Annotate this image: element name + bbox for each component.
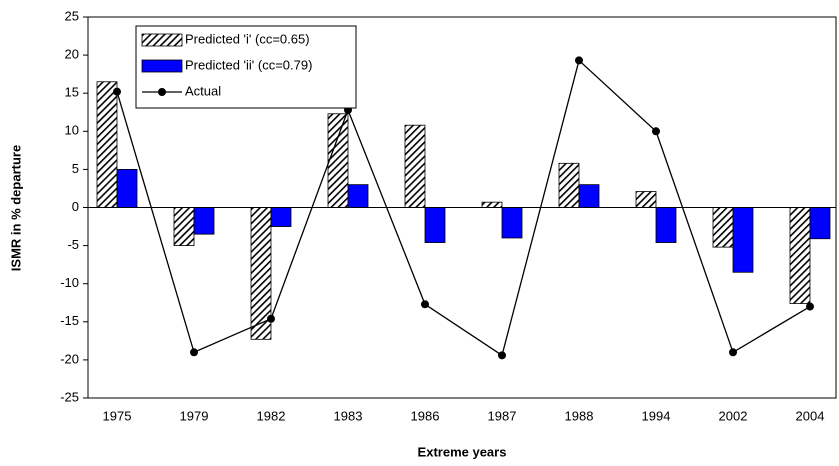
legend-label: Predicted 'ii' (cc=0.79) <box>185 57 312 72</box>
marker <box>729 348 737 357</box>
bar <box>96 81 118 208</box>
bar <box>501 207 523 239</box>
bar <box>173 207 195 246</box>
legend-label: Predicted 'i' (cc=0.65) <box>185 31 310 46</box>
marker <box>498 351 506 360</box>
legend-swatch <box>141 59 183 73</box>
x-tick-label: 1986 <box>411 408 440 423</box>
y-tick-label: -20 <box>60 351 79 366</box>
bar <box>809 207 831 240</box>
bar <box>732 207 754 273</box>
x-tick-label: 1987 <box>488 408 517 423</box>
bar <box>327 113 349 208</box>
y-tick-label: 25 <box>65 8 79 23</box>
marker <box>267 314 275 323</box>
x-tick-label: 1983 <box>334 408 363 423</box>
marker <box>575 56 583 65</box>
y-tick-label: -10 <box>60 275 79 290</box>
y-axis-label: ISMR in % departure <box>8 145 23 271</box>
marker <box>113 87 121 96</box>
y-tick-label: 15 <box>65 85 79 100</box>
x-tick-label: 1982 <box>257 408 286 423</box>
bar <box>655 207 677 243</box>
x-tick-label: 1988 <box>565 408 594 423</box>
y-tick-label: -5 <box>67 237 79 252</box>
y-tick-label: 5 <box>72 161 79 176</box>
y-tick-label: -25 <box>60 389 79 404</box>
line-series <box>116 59 811 357</box>
marker <box>421 300 429 309</box>
x-tick-label: 1975 <box>103 408 132 423</box>
legend-marker <box>158 88 166 96</box>
y-tick-label: 20 <box>65 47 79 62</box>
legend-swatch <box>141 33 183 47</box>
x-axis-label: Extreme years <box>418 444 507 459</box>
bar <box>578 184 600 208</box>
y-tick-label: 10 <box>65 123 79 138</box>
bar <box>404 124 426 208</box>
x-tick-label: 2002 <box>719 408 748 423</box>
marker <box>190 348 198 357</box>
x-tick-label: 1994 <box>642 408 671 423</box>
x-tick-label: 2004 <box>796 408 825 423</box>
legend-label: Actual <box>185 83 221 98</box>
bar <box>116 168 138 208</box>
bar <box>635 191 657 208</box>
bar <box>270 207 292 227</box>
bar <box>789 207 811 304</box>
marker <box>806 302 814 311</box>
marker <box>652 127 660 136</box>
x-tick-label: 1979 <box>180 408 209 423</box>
y-tick-label: -15 <box>60 313 79 328</box>
bar <box>347 184 369 208</box>
bar <box>193 207 215 235</box>
bar <box>481 201 503 208</box>
bar <box>424 207 446 243</box>
bar <box>558 162 580 208</box>
bar <box>712 207 734 248</box>
y-tick-label: 0 <box>72 199 79 214</box>
